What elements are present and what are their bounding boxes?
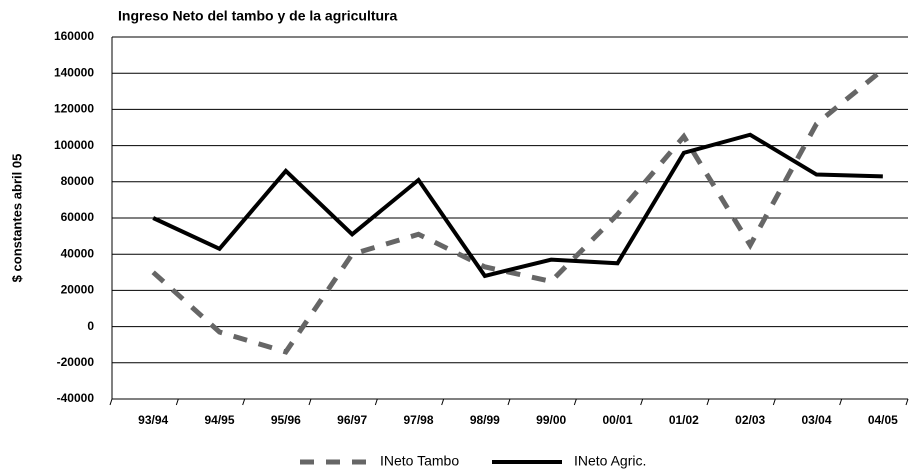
x-tick-label: 97/98 xyxy=(403,413,433,427)
x-tick-label: 98/99 xyxy=(470,413,500,427)
y-tick-label: -20000 xyxy=(57,355,95,369)
y-tick-label: 100000 xyxy=(54,138,94,152)
x-tick-label: 96/97 xyxy=(337,413,367,427)
x-tick xyxy=(772,398,776,406)
x-tick xyxy=(573,398,577,406)
y-tick-label: 60000 xyxy=(61,210,95,224)
legend-label: INeto Tambo xyxy=(380,453,459,469)
x-tick xyxy=(242,398,246,406)
x-tick xyxy=(507,398,511,406)
y-tick-label: 120000 xyxy=(54,102,94,116)
y-tick-label: 0 xyxy=(87,319,94,333)
x-tick xyxy=(175,398,179,406)
y-tick-label: 80000 xyxy=(61,174,95,188)
x-tick xyxy=(308,398,312,406)
series-line xyxy=(151,67,885,355)
x-tick-label: 01/02 xyxy=(669,413,699,427)
legend-label: INeto Agric. xyxy=(574,453,646,469)
y-axis-label: $ constantes abril 05 xyxy=(9,154,24,283)
x-tick-label: 95/96 xyxy=(271,413,301,427)
x-tick xyxy=(109,398,113,406)
x-tick xyxy=(706,398,710,406)
x-tick-label: 93/94 xyxy=(138,413,168,427)
y-tick-label: -40000 xyxy=(57,391,95,405)
x-tick-label: 00/01 xyxy=(602,413,632,427)
chart-title: Ingreso Neto del tambo y de la agricultu… xyxy=(118,8,397,24)
x-tick-label: 04/05 xyxy=(868,413,898,427)
y-tick-label: 140000 xyxy=(54,65,94,79)
y-tick-label: 40000 xyxy=(61,246,95,260)
y-tick-label: 160000 xyxy=(54,29,94,43)
x-tick xyxy=(640,398,644,406)
x-tick xyxy=(441,398,445,406)
x-tick xyxy=(839,398,843,406)
x-tick xyxy=(374,398,378,406)
x-tick-label: 94/95 xyxy=(204,413,234,427)
x-tick-label: 99/00 xyxy=(536,413,566,427)
y-tick-label: 20000 xyxy=(61,283,95,297)
series-line xyxy=(152,132,883,279)
x-tick-label: 02/03 xyxy=(735,413,765,427)
x-tick xyxy=(905,398,909,406)
x-tick-label: 03/04 xyxy=(801,413,831,427)
